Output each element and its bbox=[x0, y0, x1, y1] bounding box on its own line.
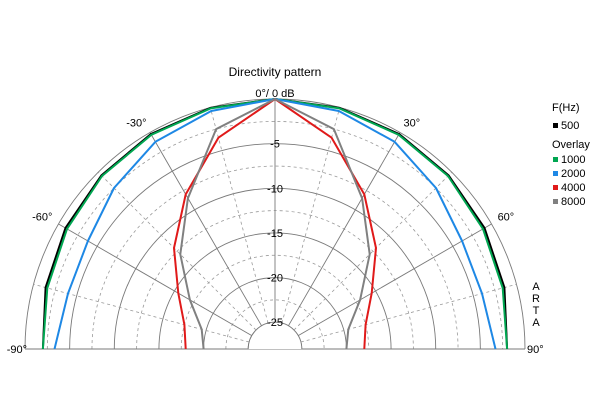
watermark-letter: R bbox=[532, 293, 540, 305]
radial-spoke bbox=[33, 283, 250, 343]
series-line-8000 bbox=[179, 98, 371, 350]
watermark-letter: T bbox=[533, 305, 540, 317]
radial-spoke bbox=[281, 107, 341, 324]
legend-swatch-500 bbox=[553, 123, 558, 128]
angle-label: -30° bbox=[126, 117, 146, 129]
radial-spoke bbox=[58, 223, 253, 336]
radial-spoke bbox=[209, 107, 269, 324]
legend-swatch-4000 bbox=[553, 185, 558, 190]
angle-label: 90° bbox=[527, 344, 544, 356]
legend: F(Hz) Overlay 500 1000 2000 4000 8000 bbox=[552, 102, 590, 208]
legend-label-8000: 8000 bbox=[561, 196, 585, 208]
minor-ring bbox=[180, 254, 370, 350]
radial-tick-label: -5 bbox=[270, 139, 280, 151]
polar-grid bbox=[24, 98, 526, 350]
radial-spoke bbox=[293, 171, 453, 331]
legend-heading: F(Hz) bbox=[552, 102, 580, 114]
radial-tick-label: -25 bbox=[267, 317, 283, 329]
legend-label-2000: 2000 bbox=[561, 168, 585, 180]
legend-swatch-8000 bbox=[553, 199, 558, 204]
radial-spoke bbox=[297, 223, 492, 336]
radial-tick-label: -15 bbox=[267, 228, 283, 240]
legend-label-1000: 1000 bbox=[561, 154, 585, 166]
legend-swatch-2000 bbox=[553, 171, 558, 176]
radial-tick-label: -20 bbox=[267, 273, 283, 285]
legend-label-500: 500 bbox=[561, 120, 579, 132]
radial-spoke bbox=[97, 171, 257, 331]
legend-overlay-heading: Overlay bbox=[552, 139, 590, 151]
legend-label-4000: 4000 bbox=[561, 182, 585, 194]
watermark-letter: A bbox=[532, 317, 540, 329]
angle-label: 30° bbox=[404, 117, 421, 129]
radial-tick-label: -10 bbox=[267, 183, 283, 195]
minor-ring bbox=[91, 165, 459, 350]
zero-db-label: 0°/ 0 dB bbox=[255, 88, 294, 100]
legend-swatch-1000 bbox=[553, 157, 558, 162]
radial-spoke bbox=[149, 132, 262, 327]
axis-labels: -5 -10 -15 -20 -25 -90° -60° -30° 30° 60° 90° bbox=[7, 117, 544, 356]
watermark-letter: A bbox=[532, 281, 540, 293]
radial-spoke bbox=[288, 132, 401, 327]
angle-label: -90° bbox=[7, 344, 27, 356]
series-group bbox=[41, 98, 509, 350]
minor-ring bbox=[225, 299, 325, 350]
chart-title: Directivity pattern bbox=[229, 65, 322, 79]
angle-label: -60° bbox=[32, 212, 52, 224]
minor-ring bbox=[46, 121, 504, 350]
radial-spoke bbox=[300, 283, 517, 343]
angle-label: 60° bbox=[498, 212, 515, 224]
